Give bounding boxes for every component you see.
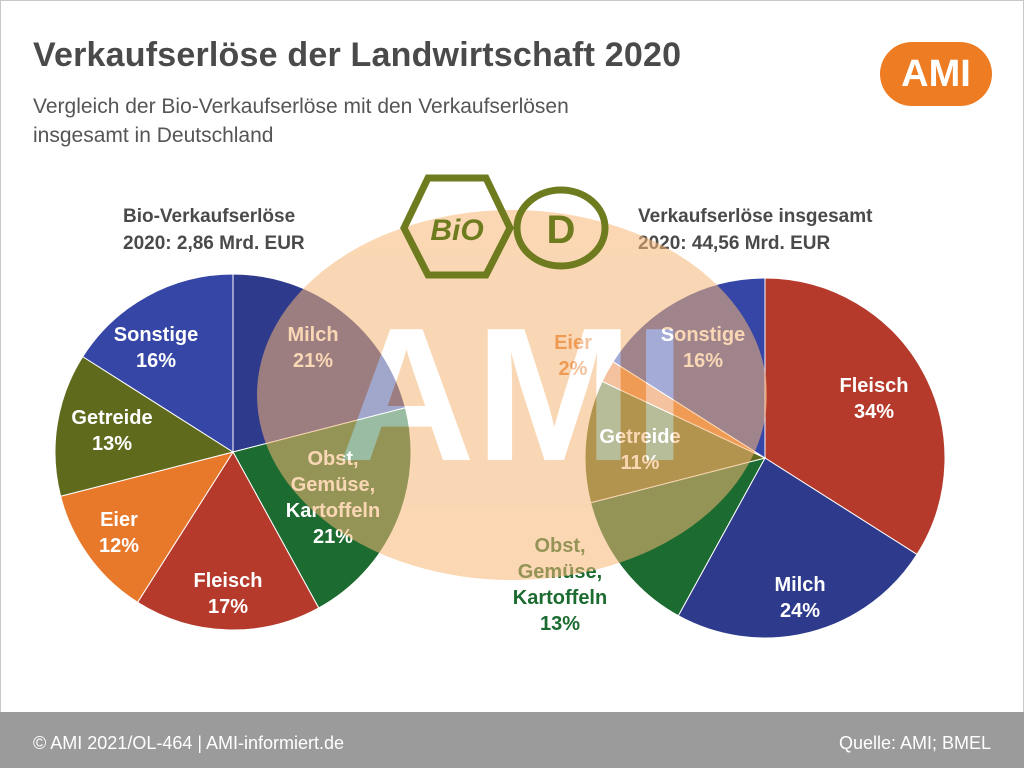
footer-bar [0,712,1024,768]
bio-slice-eier [59,451,235,603]
footer-copyright: © AMI 2021/OL-464 | AMI-informiert.de [33,733,345,753]
ami-logo: AMI [880,42,992,106]
page-title: Verkaufserlöse der Landwirtschaft 2020 [33,36,682,74]
bio-label-getreide-0: Getreide [71,407,152,429]
total-slice-fleisch [764,277,946,556]
total-value-label-milch: 24% [780,600,820,622]
bio-label-fleisch-0: Fleisch [194,570,263,592]
total-label-milch-0: Milch [774,574,825,596]
bio-label-sonstige-0: Sonstige [114,324,198,346]
total-chart-title: Verkaufserlöse insgesamt 2020: 44,56 Mrd… [638,203,872,257]
bio-value-label-getreide: 13% [92,433,132,455]
watermark-ellipse [257,210,767,580]
bio-chart-title: Bio-Verkaufserlöse 2020: 2,86 Mrd. EUR [123,203,305,257]
total-label-fleisch-0: Fleisch [840,375,909,397]
bio-chart-title-line1: Bio-Verkaufserlöse [123,206,296,227]
footer-source: Quelle: AMI; BMEL [838,733,991,753]
page-subtitle: Vergleich der Bio-Verkaufserlöse mit den… [33,92,733,150]
pie-charts: Milch21%Obst,Gemüse,Kartoffeln21%Fleisch… [54,174,946,639]
bio-value-label-sonstige: 16% [136,350,176,372]
bio-slice-fleisch [136,451,320,631]
bio-chart-title-line2: 2020: 2,86 Mrd. EUR [123,233,305,254]
d-seal-ring [513,186,609,270]
total-chart-title-line1: Verkaufserlöse insgesamt [638,206,873,227]
ami-watermark: AMI [257,210,767,580]
total-slice-milch [677,457,918,639]
bio-seal-hexagon [400,174,514,279]
total-label-obst-gemuese-kartoffeln-2: Kartoffeln [513,587,607,609]
total-value-label-obst-gemuese-kartoffeln: 13% [540,613,580,635]
total-chart-title-line2: 2020: 44,56 Mrd. EUR [638,233,831,254]
subtitle-line-1: Vergleich der Bio-Verkaufserlöse mit den… [33,95,569,118]
d-seal-text: D [547,208,576,252]
bio-slice-getreide [54,355,235,497]
bio-label-eier-0: Eier [100,509,138,531]
bio-seal-text: BiO [430,214,483,247]
bio-value-label-eier: 12% [99,535,139,557]
total-value-label-fleisch: 34% [854,401,894,423]
bio-seals: BiO D [400,174,609,279]
subtitle-line-2: insgesamt in Deutschland [33,124,274,147]
bio-value-label-fleisch: 17% [208,596,248,618]
watermark-text: AMI [338,289,686,501]
bio-slice-sonstige [82,273,234,453]
